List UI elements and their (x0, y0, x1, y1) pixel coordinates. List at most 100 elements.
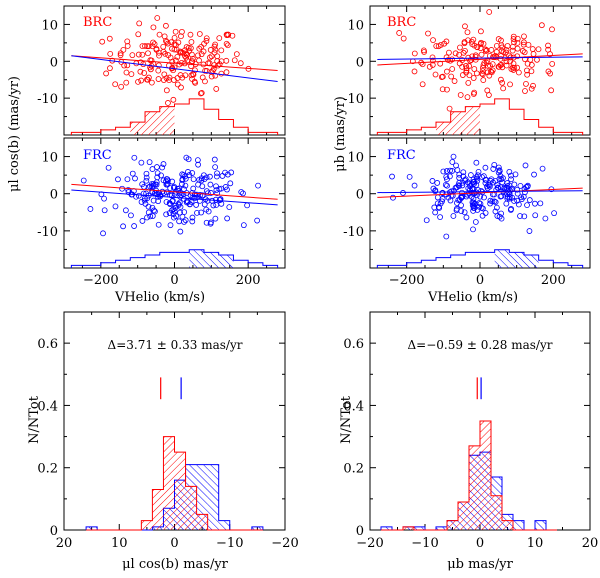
data-point (390, 194, 396, 201)
data-point (161, 71, 168, 78)
data-point (528, 62, 535, 68)
y-tick-label: 0 (356, 55, 364, 70)
fit-line-blue (377, 190, 583, 194)
data-point (512, 171, 519, 178)
data-point (135, 51, 142, 58)
data-point (505, 189, 512, 196)
y-tick-label: 0.2 (37, 462, 58, 477)
data-point (224, 171, 231, 178)
velocity-histogram (70, 98, 279, 135)
x-tick-label: −10 (411, 536, 438, 551)
data-point (145, 50, 151, 57)
data-point (470, 226, 476, 233)
data-point (490, 166, 497, 172)
data-point (115, 176, 121, 183)
data-point (135, 78, 141, 85)
data-point (150, 39, 156, 46)
data-point (224, 186, 230, 193)
data-point (107, 50, 114, 57)
data-point (480, 77, 487, 83)
data-point (478, 39, 484, 46)
data-point (210, 66, 217, 72)
data-point (430, 37, 436, 43)
data-point (183, 54, 190, 61)
data-point (208, 53, 215, 60)
data-point (444, 176, 450, 183)
data-point (207, 181, 214, 188)
x-tick-label: −200 (389, 273, 425, 288)
data-point (444, 86, 450, 93)
data-point (150, 24, 157, 31)
data-point (255, 182, 261, 189)
data-point (439, 189, 446, 196)
data-point (479, 67, 486, 74)
data-point (183, 154, 190, 161)
data-point (208, 190, 214, 196)
data-point (138, 77, 145, 84)
delta-annotation-mul: Δ=3.71 ± 0.33 mas/yr (108, 338, 243, 352)
y-tick-label: 10 (347, 18, 364, 33)
data-point (192, 67, 198, 74)
data-point (198, 177, 205, 184)
hist-outline-brc (86, 436, 263, 531)
data-point (194, 194, 201, 201)
xlabel-mul-bottom: μl cos(b) mas/yr (122, 557, 229, 572)
data-point (137, 68, 144, 75)
fit-line-blue (71, 189, 278, 206)
data-point (411, 50, 418, 57)
data-point (180, 172, 187, 179)
x-tick-label: 20 (56, 536, 73, 551)
data-point (135, 31, 142, 38)
data-point (123, 69, 130, 76)
data-point (168, 192, 175, 199)
data-point (99, 38, 106, 45)
data-point (155, 62, 162, 69)
data-point (463, 193, 470, 200)
x-tick-label: 200 (236, 273, 261, 288)
data-point (155, 76, 162, 82)
data-point (170, 67, 177, 74)
velocity-hist-shaded (130, 122, 146, 135)
data-point (168, 39, 175, 46)
hist-bar-brc (174, 452, 186, 530)
hist-bar-frc (513, 520, 524, 530)
data-point (149, 213, 156, 219)
data-point (211, 49, 218, 56)
data-point (176, 218, 183, 225)
data-point (198, 90, 205, 96)
data-point (425, 30, 431, 37)
data-point (193, 202, 200, 208)
data-point (129, 52, 136, 59)
data-point (453, 184, 460, 191)
data-point (488, 47, 495, 53)
data-point (457, 44, 463, 51)
data-point (471, 42, 478, 49)
data-point (439, 73, 446, 80)
data-point (125, 187, 132, 193)
data-point (443, 168, 450, 174)
data-point (537, 200, 544, 207)
histogram-panel-hist_mul: 0 0.2 0.4 0.6 20 10 0 −10 −20 (37, 311, 299, 551)
fit-line-red (71, 183, 278, 200)
ylabel-mub-top: μb (mas/yr) (333, 96, 348, 172)
data-point (211, 156, 218, 163)
x-tick-label: 0 (476, 536, 484, 551)
data-point (468, 38, 475, 45)
data-point (182, 53, 188, 60)
data-point (138, 159, 145, 166)
data-point (470, 75, 477, 81)
data-point (491, 54, 497, 61)
data-point (165, 52, 172, 58)
data-point (181, 209, 188, 216)
data-point (155, 198, 162, 205)
data-point (227, 180, 234, 187)
data-point (495, 185, 502, 192)
data-point (200, 48, 207, 55)
data-point (437, 214, 443, 220)
data-point (229, 32, 236, 39)
velocity-hist-shaded (436, 122, 451, 135)
data-point (117, 52, 124, 59)
data-point (443, 173, 450, 180)
data-point (483, 47, 490, 54)
data-point (160, 43, 167, 50)
